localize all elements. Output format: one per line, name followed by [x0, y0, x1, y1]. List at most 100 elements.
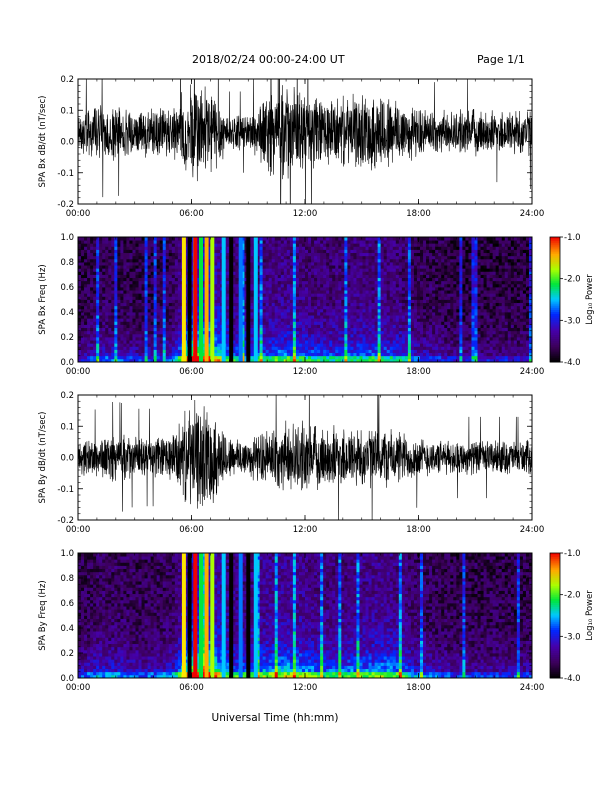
spectrogram-cell [429, 355, 433, 360]
spectrogram-cell [359, 343, 363, 347]
spectrogram-cell [338, 280, 342, 285]
spectrogram-cell [392, 268, 397, 272]
spectrogram-cell [120, 265, 124, 269]
spectrogram-cell [168, 302, 173, 307]
spectrogram-cell [407, 271, 412, 275]
spectrogram-cell [271, 280, 276, 285]
spectrogram-cell [341, 252, 345, 257]
spectrogram-cell [356, 255, 360, 260]
spectrogram-cell [111, 355, 115, 360]
spectrogram-cell [407, 293, 412, 297]
spectrogram-cell [314, 271, 318, 275]
spectrogram-cell [420, 315, 424, 319]
spectrogram-cell [368, 355, 372, 360]
spectrogram-cell [311, 296, 315, 300]
spectrogram-cell [435, 246, 439, 250]
spectrogram-cell [78, 240, 82, 244]
spectrogram-cell [395, 340, 400, 344]
spectrogram-cell [280, 290, 285, 294]
spectrogram-cell [162, 324, 167, 329]
spectrogram-cell [241, 246, 245, 250]
spectrogram-cell [413, 324, 418, 329]
spectrogram-cell [350, 346, 354, 350]
spectrogram-cell [271, 358, 276, 362]
spectrogram-cell [407, 315, 412, 319]
spectrogram-cell [416, 340, 421, 344]
spectrogram-cell [114, 296, 118, 300]
spectrogram-cell [398, 327, 403, 332]
spectrogram-cell [250, 290, 254, 294]
spectrogram-cell [123, 271, 127, 275]
spectrogram-cell [102, 355, 106, 360]
spectrogram-cell [441, 265, 445, 269]
spectrogram-cell [389, 296, 394, 300]
spectrogram-cell [395, 324, 400, 329]
spectrogram-cell [341, 246, 345, 250]
spectrogram-cell [398, 262, 403, 266]
spectrogram-cell [383, 324, 388, 329]
spectrogram-cell [105, 355, 109, 360]
spectrogram-cell [283, 308, 288, 313]
spectrogram-cell [332, 355, 336, 360]
spectrogram-cell [189, 305, 194, 310]
spectrogram-cell [214, 277, 218, 282]
spectrogram-cell [332, 330, 336, 335]
spectrogram-cell [87, 243, 91, 247]
spectrogram-cell [407, 327, 412, 332]
spectrogram-cell [217, 252, 221, 257]
spectrogram-cell [308, 290, 312, 294]
spectrogram-cell [135, 358, 139, 362]
spectrogram-cell [386, 277, 391, 282]
spectrogram-cell [377, 327, 382, 332]
spectrogram-cell [277, 343, 282, 347]
spectrogram-cell [410, 324, 415, 329]
spectrogram-cell [162, 258, 167, 263]
spectrogram-cell [329, 321, 333, 325]
spectrogram-cell [265, 265, 270, 269]
spectrogram-cell [84, 271, 88, 275]
spectrogram-cell [84, 246, 88, 250]
spectrogram-cell [174, 349, 179, 354]
spectrogram-cell [323, 302, 327, 307]
spectrogram-cell [120, 296, 124, 300]
spectrogram-cell [371, 324, 376, 329]
spectrogram-cell [295, 299, 300, 304]
spectrogram-cell [435, 262, 439, 266]
spectrogram-cell [332, 327, 336, 332]
spectrogram-cell [413, 337, 418, 341]
spectrogram-cell [353, 346, 357, 350]
spectrogram-cell [353, 268, 357, 272]
spectrogram-cell [126, 271, 130, 275]
spectrogram-cell [153, 258, 158, 263]
spectrogram-cell [305, 343, 309, 347]
x-tick-label: 12:00 [293, 209, 318, 219]
spectrogram-cell [314, 355, 318, 360]
spectrogram-cell [426, 315, 430, 319]
spectrogram-cell [189, 283, 194, 288]
spectrogram-cell [326, 265, 330, 269]
spectrogram-cell [271, 315, 276, 319]
spectrogram-cell [177, 340, 182, 344]
spectrogram-cell [286, 337, 291, 341]
spectrogram-cell [141, 246, 145, 250]
spectrogram-cell [156, 324, 161, 329]
spectrogram-cell [99, 299, 103, 304]
spectrogram-cell [256, 255, 260, 260]
spectrogram-cell [301, 277, 306, 282]
spectrogram-cell [150, 315, 155, 319]
spectrogram-cell [165, 274, 170, 279]
spectrogram-cell [329, 246, 333, 250]
spectrogram-cell [120, 330, 124, 335]
spectrogram-cell [117, 299, 121, 304]
spectrogram-cell [177, 346, 182, 350]
spectrogram-cell [444, 321, 448, 325]
spectrogram-cell [350, 249, 354, 254]
spectrogram-cell [311, 262, 315, 266]
spectrogram-cell [305, 302, 309, 307]
spectrogram-cell [317, 308, 321, 313]
spectrogram-cell [289, 315, 294, 319]
spectrogram-cell [262, 330, 267, 335]
spectrogram-cell [356, 246, 360, 250]
spectrogram-cell [241, 287, 245, 291]
spectrogram-cell [404, 346, 409, 350]
